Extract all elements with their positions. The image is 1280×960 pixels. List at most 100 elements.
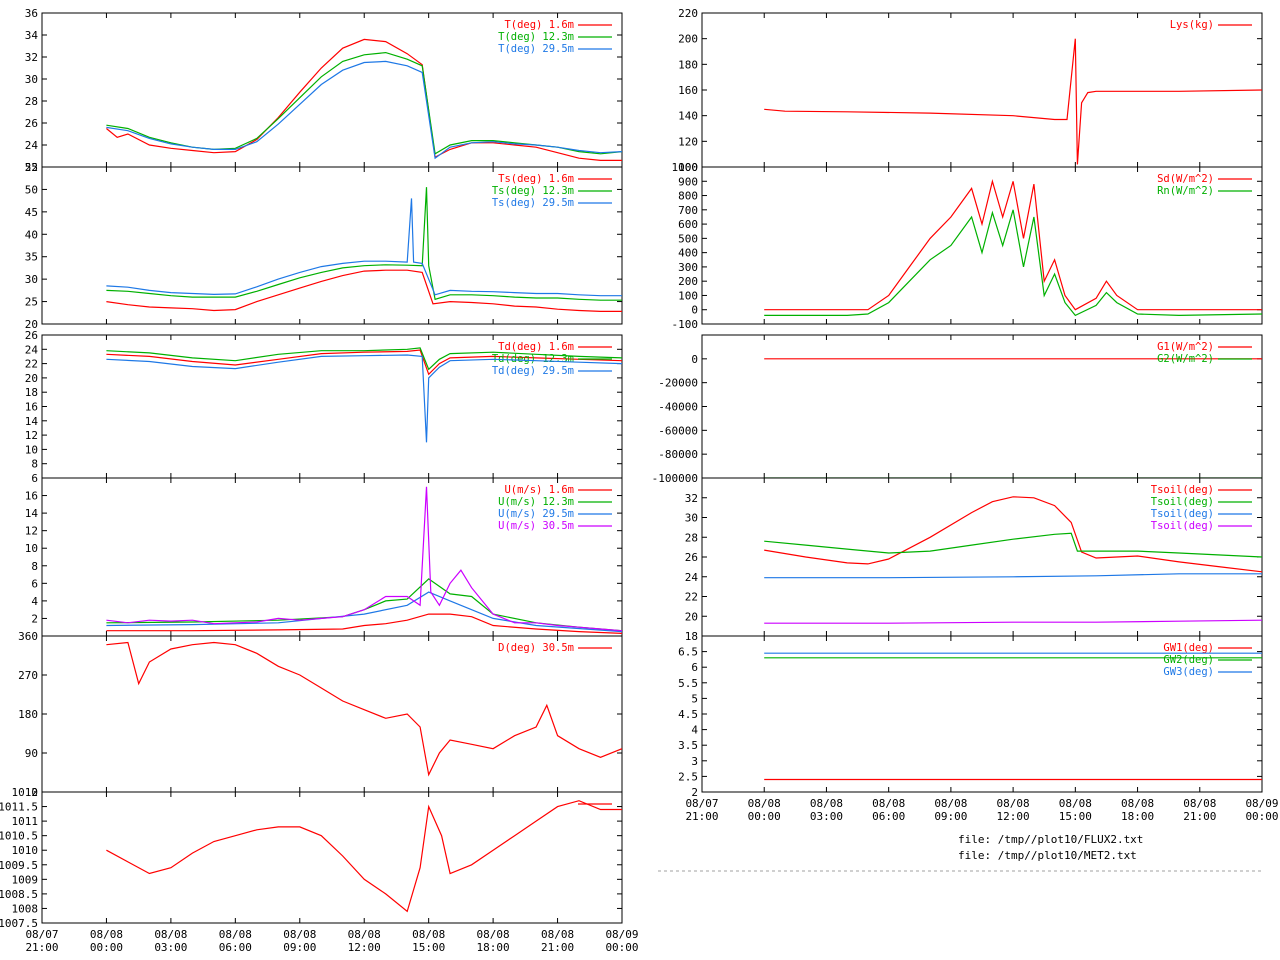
y-tick-label: 220 xyxy=(678,7,698,20)
series-line-rad-1 xyxy=(764,209,1262,317)
legend-label: Tsoil(deg) xyxy=(1151,484,1214,496)
y-tick-label: 1010.5 xyxy=(0,830,38,843)
y-tick-label: 24 xyxy=(685,571,699,584)
legend-label: Ts(deg) 1.6m xyxy=(498,173,574,185)
y-tick-label: 1000 xyxy=(672,161,699,174)
y-tick-label: 10 xyxy=(25,542,38,555)
y-tick-label: 1009 xyxy=(12,873,39,886)
legend-label: G1(W/m^2) xyxy=(1157,341,1214,353)
series-line-ts-1 xyxy=(106,187,622,301)
legend-label: T(deg) 29.5m xyxy=(498,43,574,55)
series-line-ts-0 xyxy=(106,269,622,312)
y-tick-label: 22 xyxy=(25,358,38,371)
series-line-lys-0 xyxy=(764,38,1262,165)
y-tick-label: 12 xyxy=(25,525,38,538)
y-tick-label: 120 xyxy=(678,135,698,148)
y-tick-label: 140 xyxy=(678,110,698,123)
y-tick-label: 2 xyxy=(31,612,38,625)
y-tick-label: 22 xyxy=(25,161,38,174)
x-tick-label: 00:00 xyxy=(748,810,781,823)
y-tick-label: 360 xyxy=(18,630,38,643)
legend-label: U(m/s) 1.6m xyxy=(504,484,574,496)
legend-label: U(m/s) 30.5m xyxy=(498,520,574,532)
y-tick-label: 600 xyxy=(678,218,698,231)
x-tick-label: 06:00 xyxy=(219,941,252,954)
legend-label: Rn(W/m^2) xyxy=(1157,185,1214,197)
x-tick-label: 03:00 xyxy=(810,810,843,823)
x-tick-label: 00:00 xyxy=(90,941,123,954)
y-tick-label: 1008.5 xyxy=(0,888,38,901)
y-tick-label: 0 xyxy=(31,786,38,799)
y-tick-label: 200 xyxy=(678,275,698,288)
x-tick-label: 15:00 xyxy=(1059,810,1092,823)
x-tick-label: 03:00 xyxy=(154,941,187,954)
y-tick-label: 14 xyxy=(25,507,39,520)
x-tick-label: 08/09 xyxy=(605,928,638,941)
panel-rad: 0100200300400500600700800900-1001000Sd(W… xyxy=(672,161,1263,331)
x-tick-label: 18:00 xyxy=(1121,810,1154,823)
y-tick-label: 270 xyxy=(18,669,38,682)
y-tick-label: -60000 xyxy=(658,424,698,437)
x-tick-label: 06:00 xyxy=(872,810,905,823)
x-tick-label: 21:00 xyxy=(25,941,58,954)
y-tick-label: -20000 xyxy=(658,377,698,390)
panel-g: -80000 -60000 -40000 -20000 0 -100000 G1(W/m^2… xyxy=(652,334,1263,485)
y-tick-label: 2.5 xyxy=(678,770,698,783)
y-tick-label: 40 xyxy=(25,228,38,241)
y-tick-label: 1011.5 xyxy=(0,801,38,814)
series-line-td-0 xyxy=(106,349,622,376)
series-line-d-0 xyxy=(106,641,622,777)
y-tick-label: 36 xyxy=(25,7,38,20)
panel-d: 90 180 270 360 0 D(deg) 30.5m xyxy=(18,630,623,799)
y-tick-label: 1009.5 xyxy=(0,859,38,872)
x-tick-label: 08/08 xyxy=(1183,797,1216,810)
time-axis-right: 08/0721:0008/0800:0008/0803:0008/0806:00… xyxy=(685,797,1278,823)
panel-frame xyxy=(41,791,623,924)
x-tick-label: 08/07 xyxy=(25,928,58,941)
y-tick-label: 800 xyxy=(678,190,698,203)
y-tick-label: 300 xyxy=(678,261,698,274)
y-tick-label: 35 xyxy=(25,251,38,264)
y-tick-label: 1007.5 xyxy=(0,917,38,930)
y-tick-label: 20 xyxy=(25,372,38,385)
x-tick-label: 08/08 xyxy=(283,928,316,941)
y-tick-label: 18 xyxy=(685,630,698,643)
y-tick-label: 24 xyxy=(25,343,39,356)
series-line-temp-0 xyxy=(106,38,622,161)
panel-frame xyxy=(41,635,623,793)
y-tick-label: 16 xyxy=(25,401,38,414)
y-tick-label: 26 xyxy=(685,551,698,564)
series-line-rad-0 xyxy=(764,178,1262,311)
y-tick-label: 200 xyxy=(678,33,698,46)
x-tick-label: 08/08 xyxy=(541,928,574,941)
y-tick-label: 26 xyxy=(25,329,38,342)
x-tick-label: 08/08 xyxy=(748,797,781,810)
legend-label: Tsoil(deg) xyxy=(1151,508,1214,520)
y-tick-label: 900 xyxy=(678,175,698,188)
file-note: file: /tmp//plot10/FLUX2.txt xyxy=(958,833,1143,846)
x-tick-label: 08/08 xyxy=(477,928,510,941)
x-tick-label: 09:00 xyxy=(283,941,316,954)
x-tick-label: 21:00 xyxy=(685,810,718,823)
file-note: file: /tmp//plot10/MET2.txt xyxy=(958,849,1137,862)
x-tick-label: 18:00 xyxy=(477,941,510,954)
y-tick-label: 5.5 xyxy=(678,677,698,690)
y-tick-label: 4 xyxy=(691,724,698,737)
series-line-temp-2 xyxy=(106,60,622,160)
y-tick-label: -100000 xyxy=(652,472,698,485)
y-tick-label: 1008 xyxy=(12,902,39,915)
legend-label: D(deg) 30.5m xyxy=(498,642,574,654)
x-tick-label: 08/08 xyxy=(348,928,381,941)
legend-label: GW1(deg) xyxy=(1163,642,1214,654)
legend-label: Td(deg) 1.6m xyxy=(498,341,574,353)
legend-label: Lys(kg) xyxy=(1170,19,1214,31)
y-tick-label: 6.5 xyxy=(678,646,698,659)
y-tick-label: 700 xyxy=(678,204,698,217)
x-tick-label: 12:00 xyxy=(348,941,381,954)
y-tick-label: 30 xyxy=(25,73,38,86)
y-tick-label: 18 xyxy=(25,386,38,399)
y-tick-label: 3.5 xyxy=(678,739,698,752)
y-tick-label: 100 xyxy=(678,161,698,174)
